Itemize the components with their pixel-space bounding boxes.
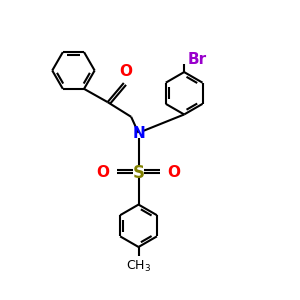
Text: O: O	[167, 165, 180, 180]
Text: O: O	[97, 165, 110, 180]
Text: O: O	[119, 64, 132, 79]
Text: S: S	[133, 164, 145, 182]
Text: Br: Br	[188, 52, 207, 67]
Text: N: N	[132, 125, 145, 140]
Text: CH$_3$: CH$_3$	[126, 259, 151, 274]
